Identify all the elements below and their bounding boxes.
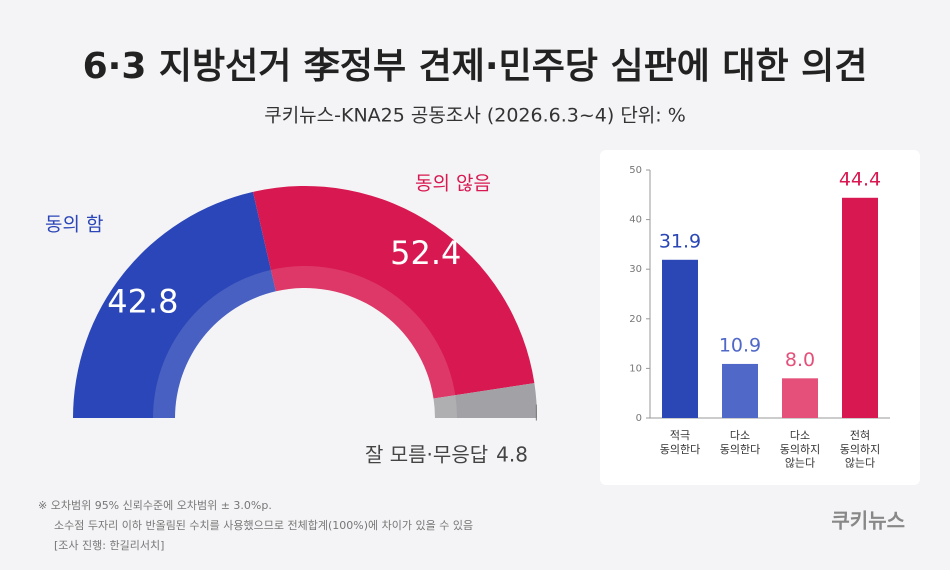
x-tick-label: 다소 동의하지 않는다 — [780, 429, 820, 470]
note: ※ 오차범위 95% 신뢰수준에 오차범위 ± 3.0%p. — [38, 499, 272, 512]
bar — [722, 363, 758, 418]
segment-label: 동의 함 — [45, 214, 103, 236]
segment-label: 잘 모름·무응답 — [365, 443, 488, 467]
note: 소수점 두자리 이하 반올림된 수치를 사용했으므로 전체합계(100%)에 차… — [54, 518, 473, 532]
subtitle: 쿠키뉴스-KNA25 공동조사 (2026.6.3~4) 단위: % — [264, 105, 686, 127]
y-tick-label: 20 — [629, 314, 642, 325]
segment-value: 4.8 — [496, 443, 528, 467]
segment-value: 52.4 — [390, 234, 461, 272]
donut-segment — [433, 383, 537, 418]
y-tick-label: 40 — [629, 215, 642, 226]
value-label: 44.4 — [839, 168, 881, 190]
value-label: 31.9 — [659, 230, 701, 252]
segment-value: 42.8 — [107, 282, 178, 320]
x-tick-label: 다소 동의한다 — [720, 429, 760, 456]
y-tick-label: 30 — [629, 264, 642, 275]
bar — [662, 259, 698, 418]
segment-label: 동의 않음 — [415, 173, 491, 195]
value-label: 10.9 — [719, 334, 761, 356]
x-tick-label: 전혀 동의하지 않는다 — [840, 429, 880, 470]
donut-segment — [73, 191, 276, 418]
donut-inner-band — [153, 269, 276, 418]
y-tick-label: 50 — [629, 165, 642, 176]
note: [조사 진행: 한길리서치] — [54, 539, 164, 552]
donut-segment — [252, 186, 535, 399]
x-tick-label: 적극 동의한다 — [660, 429, 700, 456]
y-tick-label: 0 — [636, 413, 642, 424]
donut-inner-band — [270, 266, 456, 399]
y-tick-label: 10 — [629, 363, 642, 374]
value-label: 8.0 — [785, 349, 815, 371]
title: 6·3 지방선거 李정부 견제·민주당 심판에 대한 의견 — [83, 46, 868, 87]
donut-inner-band — [433, 395, 457, 418]
brand-logo: 쿠키뉴스 — [831, 509, 905, 533]
bar — [842, 197, 878, 418]
bar — [782, 378, 818, 418]
